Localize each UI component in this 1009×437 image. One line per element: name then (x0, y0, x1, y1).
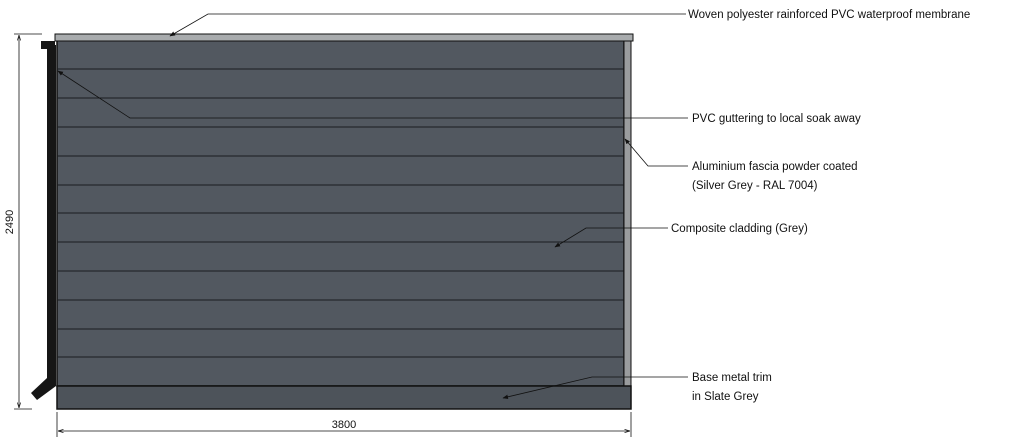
base-trim-label-line2: in Slate Grey (692, 391, 759, 403)
height-dimension-label: 2490 (4, 210, 16, 234)
fascia-leader (624, 138, 688, 167)
leader-lines (57, 13, 688, 400)
aluminium-fascia (623, 39, 632, 387)
base-trim-label-line1: Base metal trim (692, 372, 772, 384)
base-metal-trim (56, 385, 632, 410)
membrane-label: Woven polyester rainforced PVC waterproo… (688, 9, 970, 21)
width-dimension (56, 412, 632, 437)
fascia-label-line1: Aluminium fascia powder coated (692, 161, 858, 173)
membrane-leader (169, 13, 686, 37)
cladding-board-lines (57, 68, 624, 358)
cladding-label: Composite cladding (Grey) (671, 223, 808, 235)
width-dimension-label: 3800 (332, 419, 356, 431)
guttering-leader (57, 70, 688, 119)
pvc-gutter-downpipe (31, 41, 56, 400)
height-dimension (14, 33, 42, 410)
guttering-label: PVC guttering to local soak away (692, 113, 861, 125)
waterproof-membrane (54, 33, 634, 42)
cladding-leader (554, 227, 668, 248)
base-trim-leader (502, 376, 688, 400)
fascia-label-line2: (Silver Grey - RAL 7004) (692, 180, 818, 192)
